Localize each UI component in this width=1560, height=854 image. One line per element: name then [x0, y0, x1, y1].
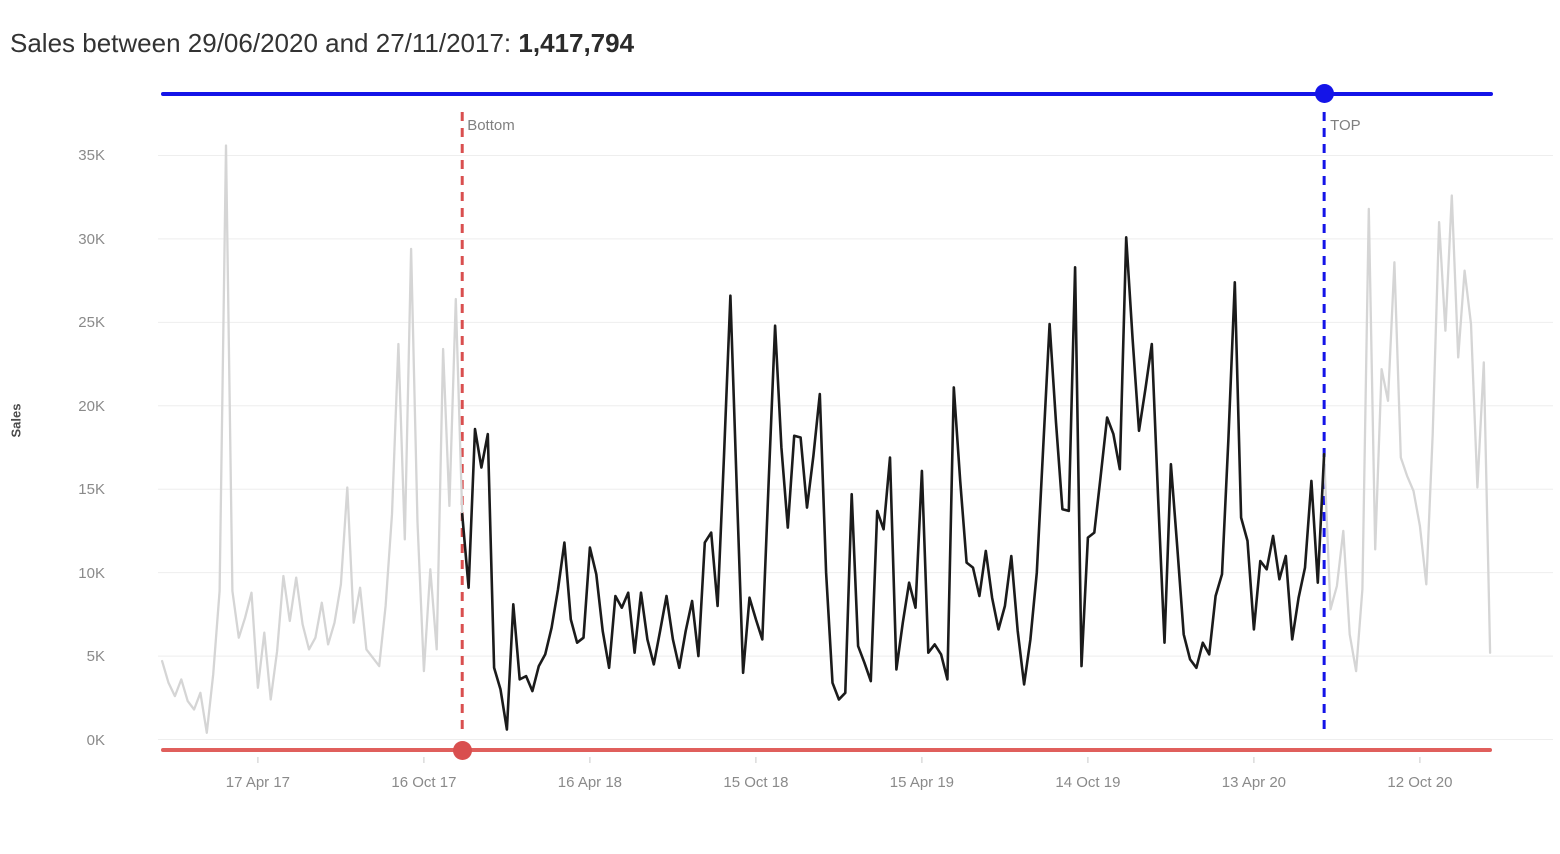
y-axis-title: Sales — [8, 403, 24, 438]
top-marker-label: TOP — [1330, 117, 1361, 134]
bottom-slider-handle[interactable] — [452, 741, 472, 760]
y-tick-label-15K: 15K — [78, 481, 105, 499]
series-selected — [460, 236, 1326, 731]
x-tick-label-16-Apr-18: 16 Apr 18 — [557, 774, 623, 791]
series-before-selection — [160, 144, 464, 734]
x-tick-label-13-Apr-20: 13 Apr 20 — [1221, 774, 1287, 791]
y-tick-label-10K: 10K — [78, 564, 105, 582]
x-tick-label-14-Oct-19: 14 Oct 19 — [1055, 774, 1121, 791]
x-tick-label-16-Oct-17: 16 Oct 17 — [391, 774, 457, 791]
x-tick-label-15-Oct-18: 15 Oct 18 — [723, 774, 789, 791]
x-tick-label-15-Apr-19: 15 Apr 19 — [889, 774, 955, 791]
x-tick-label-17-Apr-17: 17 Apr 17 — [225, 774, 291, 791]
y-tick-label-5K: 5K — [86, 648, 105, 666]
top-slider-handle[interactable] — [1314, 84, 1334, 103]
page-title: Sales between 29/06/2020 and 27/11/2017:… — [10, 28, 634, 59]
series-after-selection — [1322, 194, 1492, 673]
bottom-slider-track[interactable] — [161, 748, 1492, 752]
y-tick-label-0K: 0K — [86, 731, 105, 749]
top-slider-track[interactable] — [161, 92, 1493, 96]
y-tick-label-25K: 25K — [78, 314, 105, 332]
page-title-text: Sales between 29/06/2020 and 27/11/2017: — [10, 28, 519, 58]
page-title-total: 1,417,794 — [518, 28, 635, 58]
bottom-marker-label: Bottom — [467, 117, 515, 134]
y-tick-label-30K: 30K — [78, 230, 105, 248]
x-tick-label-12-Oct-20: 12 Oct 20 — [1387, 774, 1453, 791]
y-tick-label-35K: 35K — [78, 147, 105, 165]
y-tick-label-20K: 20K — [78, 397, 105, 415]
